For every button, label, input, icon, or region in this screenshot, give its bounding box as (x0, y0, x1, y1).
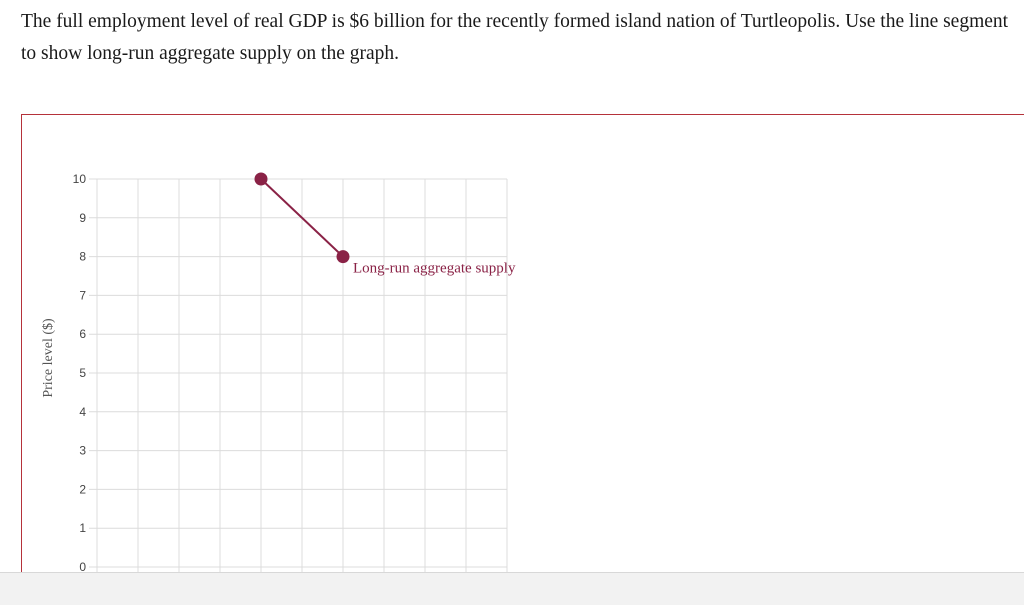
bottom-toolbar (0, 572, 1024, 605)
lras-end-handle[interactable] (336, 250, 350, 264)
y-axis-title: Price level ($) (41, 318, 56, 398)
grid (89, 178, 508, 573)
y-tick-label: 4 (79, 405, 86, 419)
series-lasr[interactable]: Long-run aggregate supply (254, 172, 516, 277)
lras-line-segment[interactable] (260, 178, 344, 258)
y-tick-label: 3 (79, 444, 86, 458)
y-tick-label: 1 (79, 521, 86, 535)
y-tick-label: 7 (79, 288, 86, 302)
graph-panel[interactable]: 0 1 2 3 4 5 6 7 8 9 10 Price level ($) Long-run ag… (21, 114, 1024, 584)
y-tick-label: 2 (79, 482, 86, 496)
y-tick-label: 5 (79, 366, 86, 380)
graph-area[interactable]: 0 1 2 3 4 5 6 7 8 9 10 Price level ($) Long-run ag… (22, 115, 1024, 575)
y-tick-labels: 0 1 2 3 4 5 6 7 8 9 10 (73, 172, 87, 574)
question-text: The full employment level of real GDP is… (21, 11, 1009, 64)
lras-start-handle[interactable] (254, 172, 268, 186)
y-tick-label: 8 (79, 250, 86, 264)
y-tick-label: 0 (79, 560, 86, 574)
lras-series-label: Long-run aggregate supply (353, 261, 516, 277)
y-tick-label: 9 (79, 211, 86, 225)
y-tick-label: 10 (73, 172, 87, 186)
y-tick-label: 6 (79, 327, 86, 341)
